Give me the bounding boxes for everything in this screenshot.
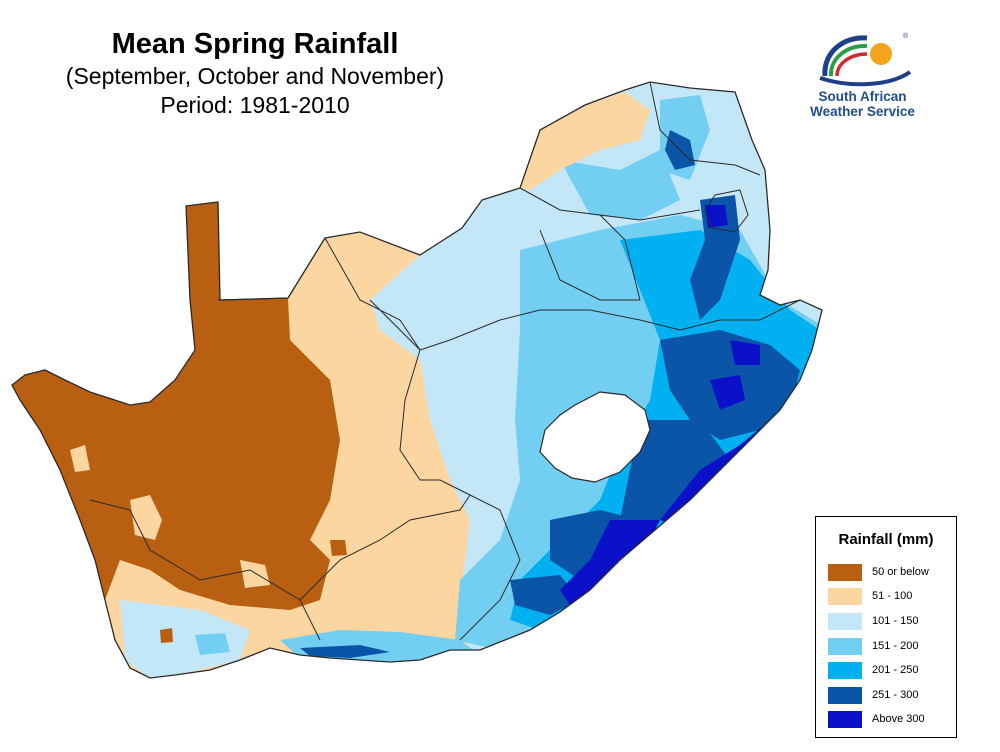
legend-swatch bbox=[828, 637, 862, 655]
legend-label: 50 or below bbox=[872, 566, 929, 578]
legend-item: 201 - 250 bbox=[828, 661, 918, 679]
legend-swatch bbox=[828, 587, 862, 605]
legend-swatch bbox=[828, 710, 862, 728]
svg-text:®: ® bbox=[903, 32, 909, 40]
legend-label: 151 - 200 bbox=[872, 640, 919, 652]
legend-label: Above 300 bbox=[872, 713, 925, 725]
legend-item: 151 - 200 bbox=[828, 637, 918, 655]
country-border bbox=[11, 81, 823, 679]
logo-line-2: Weather Service bbox=[810, 104, 915, 119]
legend-label: 101 - 150 bbox=[872, 615, 919, 627]
legend-item: Above 300 bbox=[828, 710, 925, 728]
legend-title: Rainfall (mm) bbox=[838, 531, 934, 548]
eswatini-outline bbox=[704, 189, 749, 233]
legend-swatch bbox=[828, 563, 862, 581]
legend-swatch bbox=[828, 612, 862, 630]
legend-swatch bbox=[828, 661, 862, 679]
legend-item: 50 or below bbox=[828, 563, 929, 581]
legend-item: 101 - 150 bbox=[828, 612, 918, 630]
legend-label: 201 - 250 bbox=[872, 664, 919, 676]
map-title: Mean Spring Rainfall bbox=[111, 28, 399, 60]
map-subtitle-months: (September, October and November) bbox=[65, 63, 445, 89]
legend-item: 51 - 100 bbox=[828, 587, 912, 605]
lesotho-enclave bbox=[539, 391, 651, 483]
legend-swatch bbox=[828, 686, 862, 704]
saws-logo-icon: ® bbox=[819, 32, 912, 87]
legend-item: 251 - 300 bbox=[828, 686, 918, 704]
legend-label: 51 - 100 bbox=[872, 590, 913, 602]
legend-label: 251 - 300 bbox=[872, 689, 919, 701]
saws-logo: ® South African Weather Service bbox=[795, 28, 930, 123]
logo-line-1: South African bbox=[818, 89, 907, 104]
map-subtitle-period: Period: 1981-2010 bbox=[160, 92, 350, 118]
map-title-block: Mean Spring Rainfall (September, October… bbox=[0, 26, 510, 120]
legend-box: Rainfall (mm) 50 or below 51 - 100 101 -… bbox=[815, 516, 957, 738]
